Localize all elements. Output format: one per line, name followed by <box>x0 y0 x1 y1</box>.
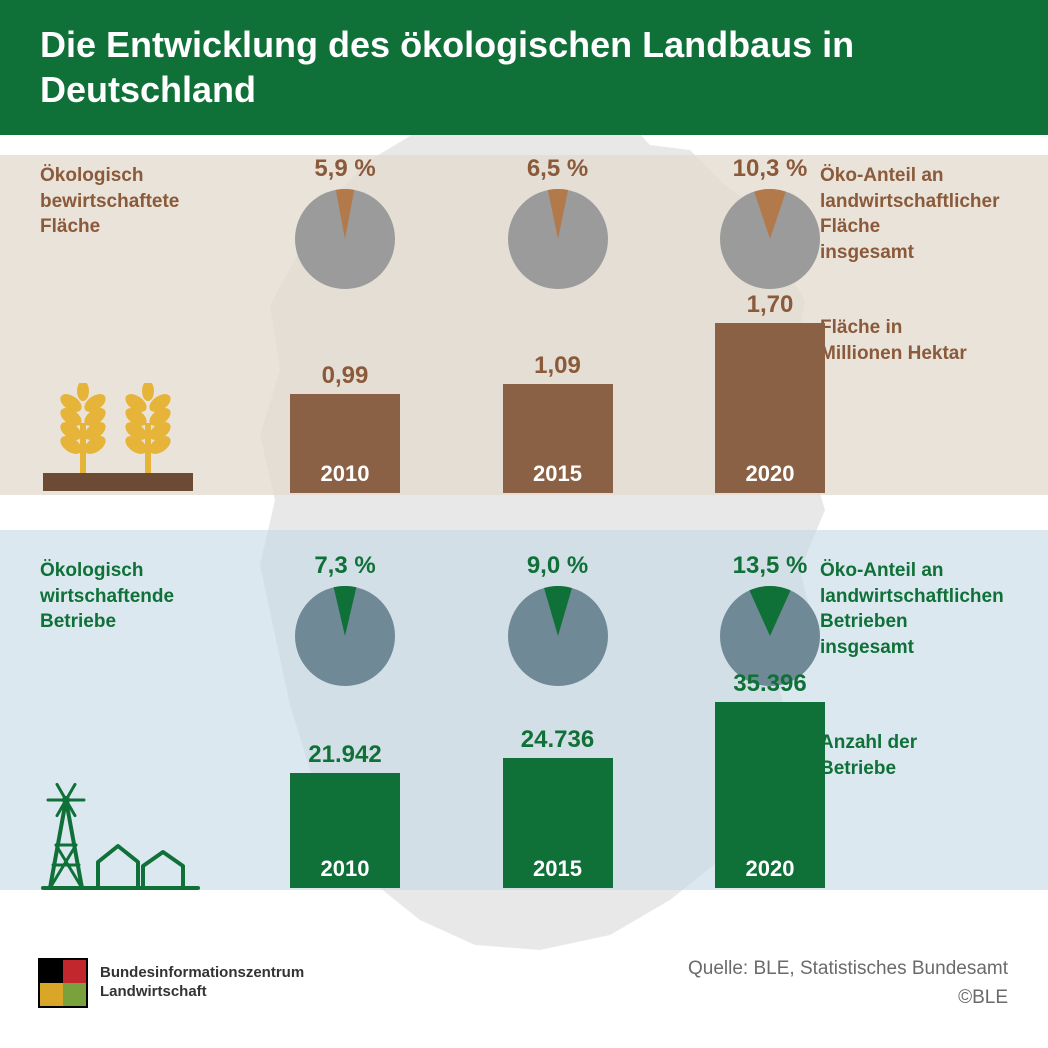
area-section: ÖkologischbewirtschafteteFläche Öko-Ante… <box>0 155 1048 495</box>
farms-pie-2015: 9,0 % <box>493 552 623 687</box>
area-bars: 0,99 2010 1,09 2015 1,70 2020 <box>280 283 835 493</box>
bar-year-label: 2015 <box>533 461 582 493</box>
farm-windmill-icon <box>38 780 203 890</box>
bar-year-label: 2015 <box>533 856 582 888</box>
farms-pie-2020: 13,5 % <box>705 552 835 687</box>
area-pie-right-label: Öko-Anteil anlandwirtschaftlicher Fläche… <box>820 163 1010 266</box>
pie-percent-label: 7,3 % <box>280 552 410 580</box>
farms-bar-2020: 35.396 2020 <box>705 670 835 888</box>
farms-bar-2015: 24.736 2015 <box>493 726 623 888</box>
bar-value-label: 1,70 <box>747 291 794 319</box>
bar: 2015 <box>503 384 613 493</box>
publisher-logo: Bundesinformationszentrum Landwirtschaft <box>38 958 304 1008</box>
pie-chart <box>508 189 608 289</box>
farms-section: ÖkologischwirtschaftendeBetriebe Öko-Ant… <box>0 530 1048 890</box>
pie-chart <box>508 586 608 686</box>
pie-chart <box>720 189 820 289</box>
bar-value-label: 0,99 <box>322 362 369 390</box>
area-bar-2015: 1,09 2015 <box>493 352 623 493</box>
area-pie-2015: 6,5 % <box>493 155 623 290</box>
pie-chart <box>295 189 395 289</box>
bar-year-label: 2020 <box>746 856 795 888</box>
wheat-icon <box>38 383 198 493</box>
farms-left-label: ÖkologischwirtschaftendeBetriebe <box>40 558 220 635</box>
header: Die Entwicklung des ökologischen Landbau… <box>0 0 1048 135</box>
area-bar-2010: 0,99 2010 <box>280 362 410 493</box>
pie-percent-label: 13,5 % <box>705 552 835 580</box>
bar-year-label: 2010 <box>321 856 370 888</box>
source-line1: Quelle: BLE, Statistisches Bundesamt <box>688 958 1008 979</box>
farms-bar-2010: 21.942 2010 <box>280 741 410 888</box>
area-pie-2010: 5,9 % <box>280 155 410 290</box>
farms-pie-2010: 7,3 % <box>280 552 410 687</box>
area-left-label: ÖkologischbewirtschafteteFläche <box>40 163 220 240</box>
bar-value-label: 1,09 <box>534 352 581 380</box>
bar: 2010 <box>290 394 400 493</box>
farms-pies: 7,3 % 9,0 % 13,5 % <box>280 552 835 687</box>
logo-line2: Landwirtschaft <box>100 983 207 1000</box>
bar: 2015 <box>503 758 613 888</box>
pie-percent-label: 9,0 % <box>493 552 623 580</box>
bar: 2010 <box>290 773 400 888</box>
farms-bar-right-label: Anzahl derBetriebe <box>820 730 1010 781</box>
pie-percent-label: 6,5 % <box>493 155 623 183</box>
area-pies: 5,9 % 6,5 % 10,3 % <box>280 155 835 290</box>
area-bar-right-label: Fläche inMillionen Hektar <box>820 315 1010 366</box>
source-text: Quelle: BLE, Statistisches Bundesamt ©BL… <box>688 955 1008 1012</box>
logo-text: Bundesinformationszentrum Landwirtschaft <box>100 964 304 1002</box>
bar-year-label: 2010 <box>321 461 370 493</box>
page-title: Die Entwicklung des ökologischen Landbau… <box>40 22 1008 112</box>
farms-pie-right-label: Öko-Anteil anlandwirtschaftlichen Betrie… <box>820 558 1010 661</box>
area-pie-2020: 10,3 % <box>705 155 835 290</box>
pie-chart <box>295 586 395 686</box>
logo-icon <box>38 958 88 1008</box>
bar-year-label: 2020 <box>746 461 795 493</box>
pie-percent-label: 10,3 % <box>705 155 835 183</box>
bar: 2020 <box>715 323 825 493</box>
bar-value-label: 24.736 <box>521 726 594 754</box>
bar-value-label: 21.942 <box>308 741 381 769</box>
logo-line1: Bundesinformationszentrum <box>100 964 304 981</box>
area-bar-2020: 1,70 2020 <box>705 291 835 493</box>
pie-percent-label: 5,9 % <box>280 155 410 183</box>
footer: Bundesinformationszentrum Landwirtschaft… <box>0 938 1048 1048</box>
bar-value-label: 35.396 <box>733 670 806 698</box>
source-line2: ©BLE <box>958 987 1008 1008</box>
farms-bars: 21.942201024.736201535.3962020 <box>280 678 835 888</box>
bar: 2020 <box>715 702 825 888</box>
